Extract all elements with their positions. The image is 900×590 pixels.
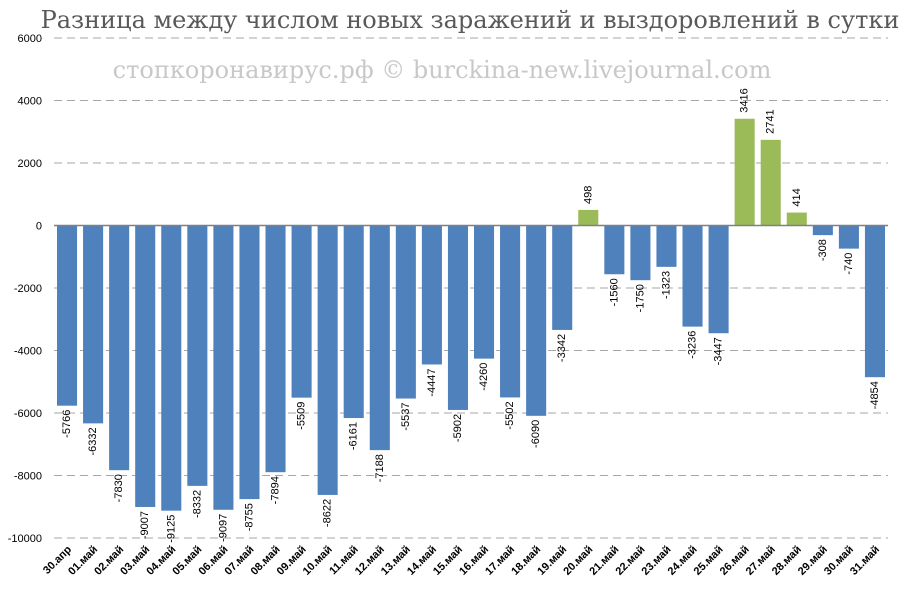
data-label: 498 — [582, 186, 594, 204]
data-label: -3342 — [556, 334, 568, 362]
bar — [109, 225, 130, 471]
y-tick-label: 2000 — [18, 158, 42, 170]
data-label: -4447 — [426, 368, 438, 396]
bar — [812, 225, 833, 236]
y-tick-label: 4000 — [18, 96, 42, 108]
bar — [526, 225, 547, 416]
bar — [734, 118, 755, 226]
data-label: -3236 — [687, 331, 699, 359]
bar — [161, 225, 182, 511]
data-label: -6332 — [87, 427, 99, 455]
data-label: -7188 — [374, 454, 386, 482]
bar — [395, 225, 416, 399]
y-tick-label: -8000 — [14, 471, 42, 483]
data-label: -7894 — [270, 476, 282, 504]
data-label: -5502 — [504, 401, 516, 429]
bar — [135, 225, 156, 507]
y-axis-ticks: 6000 4000 2000 0 -2000 -4000 -6000 -8000 -10000 — [8, 33, 42, 545]
bar — [500, 225, 521, 398]
bar — [786, 212, 807, 226]
data-label: -4260 — [478, 363, 490, 391]
bar — [708, 225, 729, 334]
data-label: -4854 — [869, 381, 881, 409]
bar — [265, 225, 286, 473]
data-label: -5902 — [452, 414, 464, 442]
bar — [864, 225, 886, 378]
y-tick-label: -2000 — [14, 283, 42, 295]
data-label: -8755 — [243, 503, 255, 531]
bar — [473, 225, 495, 359]
data-label: -8332 — [191, 490, 203, 518]
data-label: -6090 — [530, 420, 542, 448]
bar — [682, 225, 703, 327]
data-label: -3447 — [713, 337, 725, 365]
y-tick-label: -4000 — [14, 346, 42, 358]
data-label: -1560 — [608, 278, 620, 306]
bar — [317, 225, 338, 495]
data-label: -1750 — [634, 284, 646, 312]
bars — [56, 118, 886, 511]
bar — [838, 225, 859, 249]
bar — [291, 225, 312, 398]
bar — [213, 225, 234, 510]
bar — [578, 209, 599, 226]
data-label: -5509 — [296, 402, 308, 430]
data-label: -8622 — [322, 499, 334, 527]
y-tick-label: 6000 — [18, 33, 42, 45]
data-label: -1323 — [660, 271, 672, 299]
chart-title: Разница между числом новых заражений и в… — [41, 6, 900, 34]
bar — [83, 225, 104, 424]
data-label: -9097 — [217, 514, 229, 542]
data-labels: -5766 -6332 -7830 -9007 -9125 -8332 -9097 -8755… — [61, 88, 881, 543]
data-label: -308 — [817, 239, 829, 261]
x-category-label: 31.май — [848, 544, 882, 578]
bar — [656, 225, 677, 267]
data-label: -740 — [843, 253, 855, 275]
data-label: -9007 — [139, 511, 151, 539]
bar — [239, 225, 260, 500]
data-label: -7830 — [113, 474, 125, 502]
y-tick-label: -6000 — [14, 408, 42, 420]
bar — [760, 139, 781, 226]
data-label: -5537 — [400, 403, 412, 431]
bar — [369, 225, 390, 451]
bar — [604, 225, 625, 275]
bar — [630, 225, 651, 281]
data-label: 3416 — [739, 88, 751, 112]
bar — [56, 225, 78, 406]
bar — [447, 225, 469, 410]
data-label: 414 — [791, 188, 803, 206]
data-label: -5766 — [61, 410, 73, 438]
bar — [187, 225, 208, 486]
x-axis-categories: 30.апр01.май02.май03.май04.май05.май06.м… — [41, 543, 882, 577]
grid-lines — [54, 37, 888, 539]
watermark: стопкоронавирус.рф © burckina-new.livejo… — [113, 56, 772, 84]
data-label: -6161 — [348, 422, 360, 450]
bar — [421, 225, 442, 365]
data-label: -9125 — [165, 515, 177, 543]
bar — [343, 225, 364, 419]
bar — [552, 225, 573, 330]
y-tick-label: -10000 — [8, 533, 42, 545]
y-tick-label: 0 — [36, 221, 42, 233]
data-label: 2741 — [765, 109, 777, 133]
